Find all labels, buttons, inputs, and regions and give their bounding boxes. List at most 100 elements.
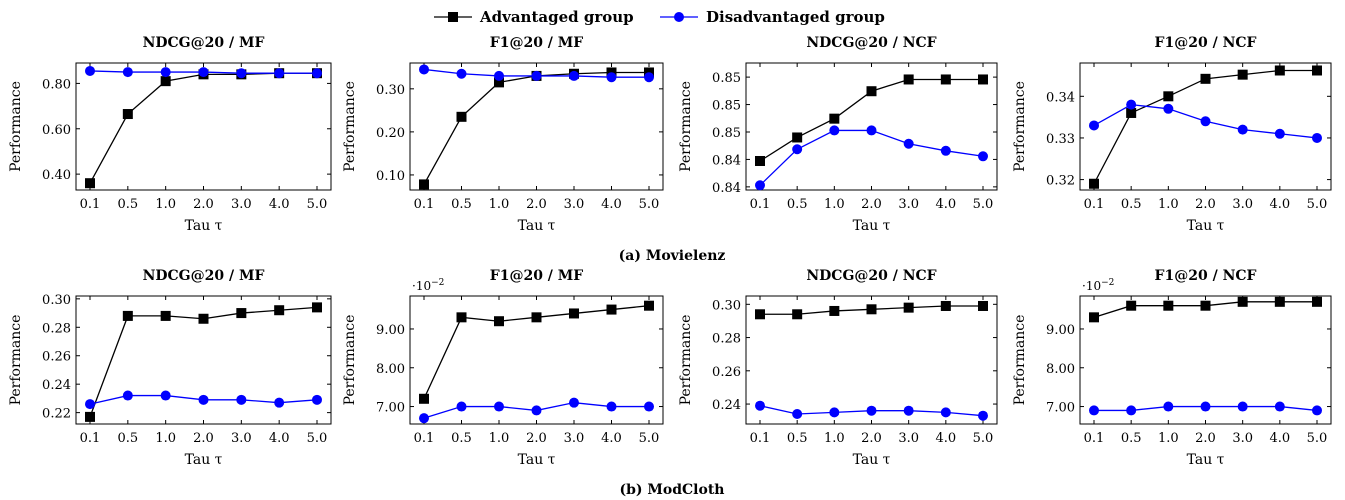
data-point-disadvantaged — [1274, 401, 1285, 412]
legend-label-disadvantaged: Disadvantaged group — [706, 8, 885, 26]
y-axis-label: Performance — [342, 315, 358, 406]
data-point-disadvantaged — [198, 67, 209, 78]
data-point-disadvantaged — [792, 409, 803, 420]
data-point-advantaged — [1200, 73, 1211, 84]
y-tick-label: 0.20 — [376, 126, 405, 141]
chart-title: F1@20 / NCF — [1155, 268, 1257, 284]
x-tick-label: 2.0 — [526, 197, 547, 212]
x-tick-label: 0.1 — [80, 431, 101, 446]
y-tick-label: 0.10 — [376, 169, 405, 184]
data-point-disadvantaged — [274, 68, 285, 79]
chart-panel: F1@20 / MF 0.1 0.5 1.0 2.0 3.0 4.0 5.0 7.00 8.00 9… — [342, 268, 664, 468]
data-point-advantaged — [456, 312, 467, 323]
plot-frame — [745, 295, 998, 425]
data-point-advantaged — [644, 300, 654, 311]
data-point-disadvantaged — [198, 394, 209, 405]
data-point-advantaged — [1274, 65, 1285, 76]
x-tick-label: 4.0 — [601, 197, 622, 212]
data-point-advantaged — [755, 309, 765, 320]
x-axis-label: Tau τ — [853, 452, 891, 468]
y-tick-label: 0.28 — [712, 332, 741, 347]
x-tick-label: 0.5 — [1121, 431, 1142, 446]
data-point-advantaged — [866, 304, 877, 315]
data-point-disadvantaged — [866, 125, 877, 136]
x-axis-label: Tau τ — [185, 452, 223, 468]
data-point-disadvantaged — [531, 405, 542, 416]
data-point-disadvantaged — [1126, 99, 1137, 110]
x-tick-label: 1.0 — [155, 431, 176, 446]
data-point-disadvantaged — [236, 394, 247, 405]
data-point-disadvantaged — [755, 400, 765, 411]
data-point-advantaged — [829, 113, 840, 124]
x-tick-label: 0.1 — [414, 197, 435, 212]
x-tick-label: 2.0 — [861, 197, 882, 212]
y-tick-label: 0.84 — [712, 153, 741, 168]
x-tick-label: 2.0 — [526, 431, 547, 446]
y-tick-label: 0.28 — [42, 321, 71, 336]
x-tick-label: 2.0 — [1195, 431, 1216, 446]
y-tick-label: 0.84 — [712, 181, 741, 196]
chart-title: NDCG@20 / NCF — [806, 268, 936, 284]
x-tick-label: 3.0 — [1232, 197, 1253, 212]
plot-frame — [75, 62, 332, 191]
x-tick-label: 0.1 — [414, 431, 435, 446]
data-point-advantaged — [122, 109, 133, 120]
chart-panel: F1@20 / NCF 0.1 0.5 1.0 2.0 3.0 4.0 5.0 0.32 0.33… — [1012, 35, 1332, 234]
chart-title: NDCG@20 / NCF — [806, 35, 936, 51]
data-point-advantaged — [494, 77, 504, 88]
data-point-disadvantaged — [829, 407, 840, 418]
x-tick-label: 2.0 — [861, 431, 882, 446]
y-multiplier-label: ·10−2 — [1082, 278, 1114, 293]
data-point-advantaged — [1312, 296, 1322, 307]
data-point-advantaged — [312, 302, 322, 313]
data-point-disadvantaged — [978, 151, 988, 162]
x-tick-label: 5.0 — [973, 431, 994, 446]
x-tick-label: 4.0 — [601, 431, 622, 446]
data-point-advantaged — [1274, 296, 1285, 307]
data-point-disadvantaged — [1126, 405, 1137, 416]
x-tick-label: 3.0 — [898, 431, 919, 446]
data-point-advantaged — [494, 316, 504, 327]
x-tick-label: 3.0 — [898, 197, 919, 212]
y-tick-label: 8.00 — [376, 362, 405, 377]
data-point-advantaged — [792, 309, 803, 320]
x-tick-label: 3.0 — [231, 431, 252, 446]
legend: Advantaged group Disadvantaged group — [434, 8, 885, 26]
data-point-disadvantaged — [160, 67, 171, 78]
y-tick-label: 9.00 — [376, 323, 405, 338]
x-tick-label: 0.5 — [117, 431, 138, 446]
x-tick-label: 5.0 — [1307, 197, 1328, 212]
data-point-advantaged — [1200, 300, 1211, 311]
x-tick-label: 0.1 — [750, 197, 771, 212]
data-point-disadvantaged — [1274, 128, 1285, 139]
data-point-disadvantaged — [1200, 401, 1211, 412]
x-tick-label: 0.5 — [451, 431, 472, 446]
chart-title: NDCG@20 / MF — [143, 35, 265, 51]
legend-square-marker — [448, 12, 458, 22]
x-tick-label: 0.5 — [117, 197, 138, 212]
data-point-advantaged — [866, 86, 877, 97]
x-tick-label: 4.0 — [935, 431, 956, 446]
x-axis-label: Tau τ — [518, 218, 556, 234]
data-point-disadvantaged — [1237, 124, 1248, 135]
y-tick-label: 0.60 — [42, 123, 71, 138]
y-tick-label: 8.00 — [1046, 362, 1075, 377]
y-tick-label: 0.85 — [712, 71, 741, 86]
data-point-disadvantaged — [85, 65, 95, 76]
plot-frame — [409, 62, 664, 191]
data-point-advantaged — [274, 305, 285, 316]
data-point-disadvantaged — [644, 401, 654, 412]
data-point-disadvantaged — [312, 68, 322, 79]
x-tick-label: 5.0 — [973, 197, 994, 212]
data-point-disadvantaged — [606, 72, 617, 83]
data-point-disadvantaged — [829, 125, 840, 136]
data-point-disadvantaged — [1163, 103, 1174, 114]
y-tick-label: 0.30 — [712, 298, 741, 313]
chart-panel: NDCG@20 / MF 0.1 0.5 1.0 2.0 3.0 4.0 5.0 0.40 0.6… — [8, 35, 332, 234]
y-tick-label: 0.30 — [42, 293, 71, 308]
chart-panel: NDCG@20 / MF 0.1 0.5 1.0 2.0 3.0 4.0 5.0 0.22 0.2… — [8, 268, 332, 468]
chart-panel: NDCG@20 / NCF 0.1 0.5 1.0 2.0 3.0 4.0 5.0 0.84 0.… — [678, 35, 998, 234]
y-axis-label: Performance — [8, 81, 24, 172]
x-tick-label: 3.0 — [564, 431, 585, 446]
chart-title: F1@20 / MF — [490, 268, 584, 284]
